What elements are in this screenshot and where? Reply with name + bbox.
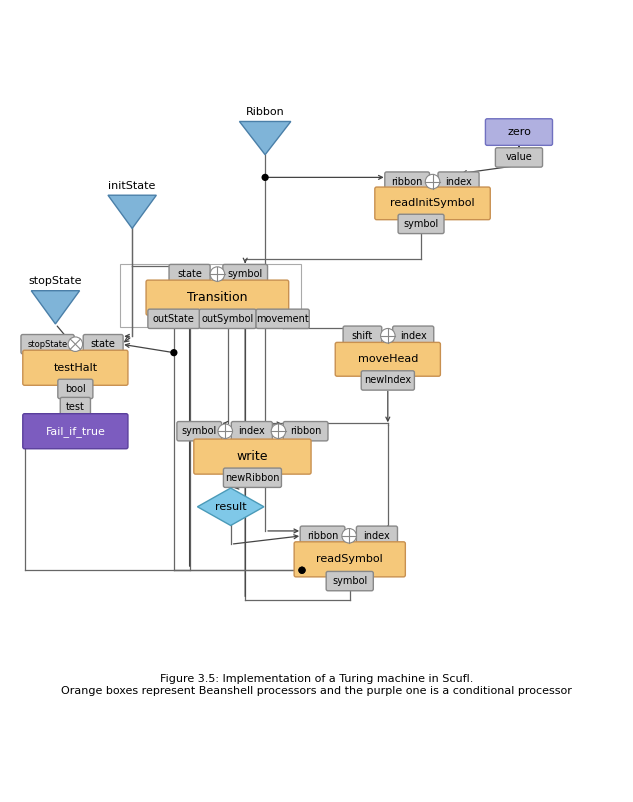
FancyBboxPatch shape <box>398 214 444 233</box>
FancyBboxPatch shape <box>21 334 74 354</box>
FancyBboxPatch shape <box>199 309 256 329</box>
Text: state: state <box>177 269 202 279</box>
FancyBboxPatch shape <box>294 542 405 577</box>
Polygon shape <box>239 121 291 155</box>
Text: movement: movement <box>256 314 309 324</box>
Text: outState: outState <box>153 314 195 324</box>
Circle shape <box>342 529 356 543</box>
Circle shape <box>210 267 225 282</box>
Text: symbol: symbol <box>182 426 217 436</box>
Text: outSymbol: outSymbol <box>201 314 254 324</box>
Text: zero: zero <box>507 127 531 137</box>
FancyBboxPatch shape <box>169 265 210 284</box>
Text: stopState: stopState <box>28 277 82 286</box>
FancyBboxPatch shape <box>231 422 272 441</box>
Text: state: state <box>91 339 116 349</box>
FancyBboxPatch shape <box>496 148 542 167</box>
Circle shape <box>380 329 395 343</box>
FancyBboxPatch shape <box>356 526 398 545</box>
Text: moveHead: moveHead <box>358 354 418 364</box>
Circle shape <box>425 174 440 188</box>
FancyBboxPatch shape <box>194 439 311 474</box>
FancyBboxPatch shape <box>177 422 222 441</box>
FancyBboxPatch shape <box>392 326 434 346</box>
Text: shift: shift <box>352 330 373 341</box>
FancyBboxPatch shape <box>256 309 310 329</box>
Text: readSymbol: readSymbol <box>316 554 383 565</box>
FancyBboxPatch shape <box>438 172 479 192</box>
Text: value: value <box>506 152 532 163</box>
FancyBboxPatch shape <box>223 265 268 284</box>
Text: initState: initState <box>108 181 156 191</box>
FancyBboxPatch shape <box>335 342 441 376</box>
Text: ribbon: ribbon <box>391 176 423 187</box>
FancyBboxPatch shape <box>60 397 91 417</box>
Text: symbol: symbol <box>403 219 439 229</box>
Text: symbol: symbol <box>227 269 263 279</box>
FancyBboxPatch shape <box>385 172 430 192</box>
Text: ribbon: ribbon <box>290 426 322 436</box>
FancyBboxPatch shape <box>223 468 282 488</box>
FancyBboxPatch shape <box>148 309 200 329</box>
Text: ribbon: ribbon <box>307 531 338 541</box>
FancyBboxPatch shape <box>283 422 328 441</box>
Text: Transition: Transition <box>187 291 248 304</box>
FancyBboxPatch shape <box>300 526 345 545</box>
FancyBboxPatch shape <box>486 119 553 145</box>
Circle shape <box>261 174 269 181</box>
Text: write: write <box>237 450 268 463</box>
Text: Figure 3.5: Implementation of a Turing machine in Scufl.
Orange boxes represent : Figure 3.5: Implementation of a Turing m… <box>61 674 572 696</box>
Circle shape <box>68 337 83 351</box>
Text: testHalt: testHalt <box>53 363 97 373</box>
Text: readInitSymbol: readInitSymbol <box>390 198 475 209</box>
Text: result: result <box>215 502 246 512</box>
Polygon shape <box>108 195 156 229</box>
Text: Fail_if_true: Fail_if_true <box>46 426 105 436</box>
Text: index: index <box>239 426 265 436</box>
FancyBboxPatch shape <box>326 572 373 591</box>
Text: symbol: symbol <box>332 576 367 586</box>
Text: index: index <box>400 330 427 341</box>
FancyBboxPatch shape <box>375 187 490 220</box>
Polygon shape <box>197 488 264 525</box>
Text: Ribbon: Ribbon <box>246 107 284 117</box>
Polygon shape <box>31 290 80 324</box>
FancyBboxPatch shape <box>146 280 289 315</box>
Text: index: index <box>445 176 472 187</box>
FancyBboxPatch shape <box>343 326 382 346</box>
FancyBboxPatch shape <box>58 379 93 399</box>
FancyBboxPatch shape <box>23 350 128 385</box>
Circle shape <box>170 349 177 356</box>
Text: test: test <box>66 402 85 412</box>
Circle shape <box>298 566 306 574</box>
FancyBboxPatch shape <box>361 371 415 390</box>
Text: index: index <box>363 531 391 541</box>
Text: newIndex: newIndex <box>364 375 411 386</box>
Circle shape <box>271 424 285 439</box>
Circle shape <box>218 424 232 439</box>
Circle shape <box>298 566 306 574</box>
Text: bool: bool <box>65 384 85 394</box>
FancyBboxPatch shape <box>83 334 123 354</box>
Text: newRibbon: newRibbon <box>225 472 280 483</box>
Text: stopState: stopState <box>27 340 68 349</box>
FancyBboxPatch shape <box>23 414 128 449</box>
